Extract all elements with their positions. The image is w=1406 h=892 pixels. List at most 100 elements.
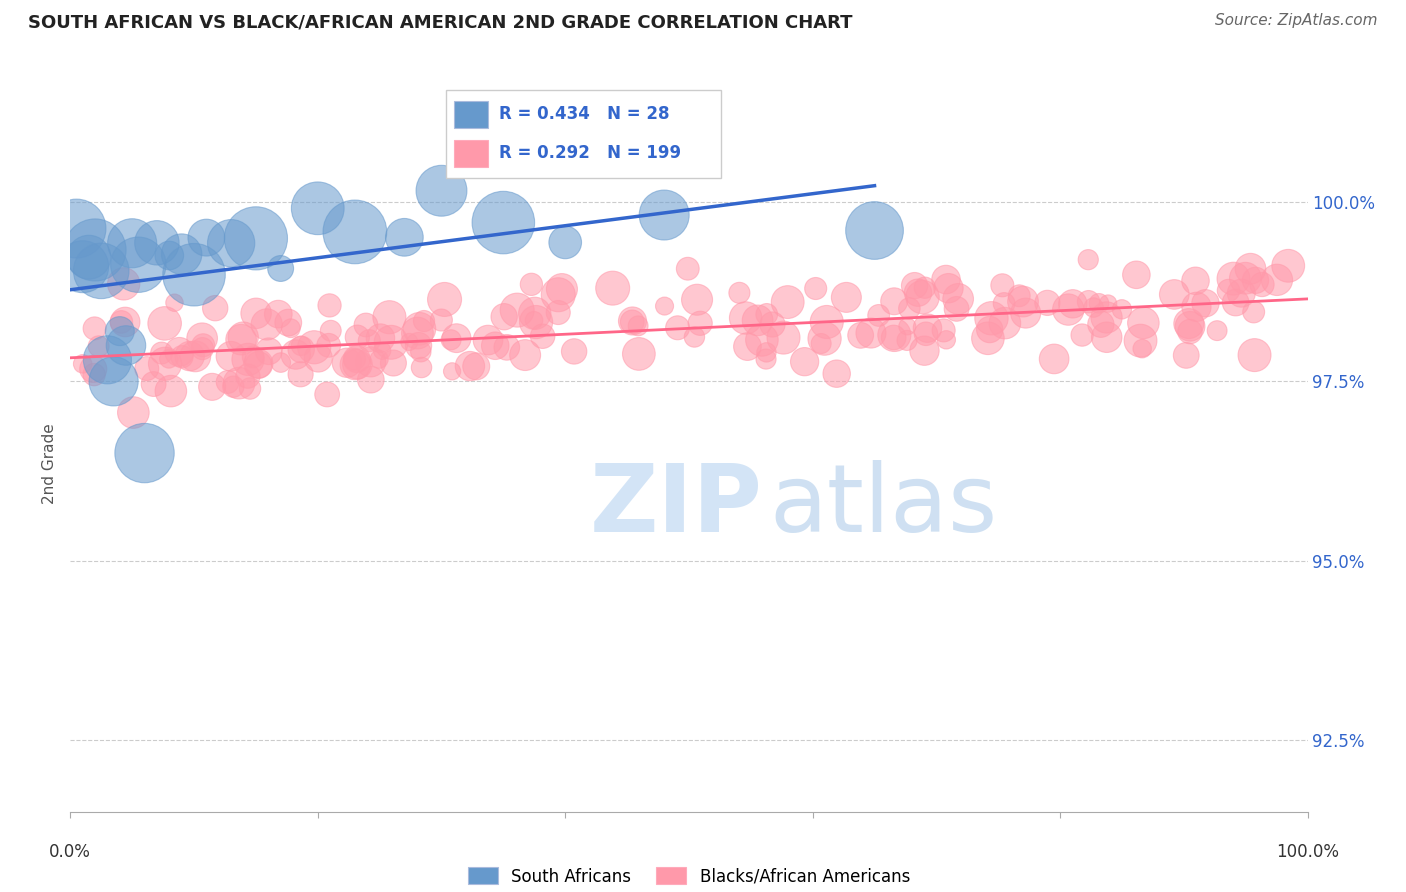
Point	[440, 333, 463, 347]
Point	[72, 260, 94, 274]
Point	[1163, 287, 1185, 301]
Point	[772, 330, 794, 344]
Point	[360, 355, 382, 369]
Point	[523, 306, 546, 320]
Point	[627, 318, 650, 333]
Point	[87, 339, 110, 353]
Point	[280, 321, 302, 335]
Point	[728, 285, 751, 300]
Point	[1088, 296, 1111, 310]
Point	[621, 314, 644, 328]
Point	[232, 330, 254, 344]
Point	[90, 264, 112, 278]
Point	[506, 303, 529, 318]
Point	[204, 301, 226, 315]
Point	[815, 315, 838, 329]
Point	[413, 314, 436, 328]
FancyBboxPatch shape	[454, 140, 488, 167]
Point	[914, 343, 936, 358]
Point	[1206, 324, 1229, 338]
Point	[1222, 271, 1244, 285]
Point	[1062, 297, 1084, 311]
Point	[813, 332, 835, 346]
Point	[270, 355, 292, 369]
Point	[1251, 277, 1274, 292]
Point	[319, 324, 342, 338]
Point	[378, 310, 401, 325]
Point	[183, 268, 205, 282]
Text: Source: ZipAtlas.com: Source: ZipAtlas.com	[1215, 13, 1378, 29]
Point	[465, 359, 488, 374]
Point	[911, 290, 934, 304]
Point	[804, 281, 827, 295]
Point	[683, 330, 706, 344]
Point	[191, 338, 214, 352]
Point	[382, 356, 405, 370]
Point	[359, 334, 381, 348]
Point	[146, 235, 169, 250]
Point	[1008, 289, 1031, 303]
Point	[239, 382, 262, 396]
Point	[793, 354, 815, 368]
Point	[868, 309, 890, 323]
Point	[96, 352, 118, 367]
Point	[915, 326, 938, 341]
Text: R = 0.292   N = 199: R = 0.292 N = 199	[499, 145, 682, 162]
Point	[1218, 284, 1240, 298]
Point	[1132, 316, 1154, 330]
Point	[228, 376, 250, 391]
Point	[977, 331, 1000, 345]
Point	[477, 333, 499, 347]
Point	[82, 362, 104, 376]
Point	[492, 216, 515, 230]
Point	[222, 380, 245, 394]
Point	[883, 330, 905, 344]
Point	[157, 351, 180, 366]
Point	[627, 347, 650, 361]
Point	[110, 315, 132, 329]
Point	[494, 310, 516, 324]
Point	[153, 357, 176, 371]
Point	[247, 357, 270, 371]
Point	[810, 336, 832, 351]
Point	[284, 347, 307, 361]
Point	[761, 318, 783, 332]
Point	[903, 278, 925, 293]
Point	[1043, 351, 1066, 366]
Point	[441, 364, 464, 378]
Point	[1178, 319, 1201, 334]
Point	[520, 277, 543, 292]
Point	[755, 345, 778, 359]
FancyBboxPatch shape	[446, 90, 721, 178]
Point	[1095, 310, 1118, 325]
Point	[1265, 273, 1288, 287]
Point	[169, 345, 191, 359]
Point	[991, 278, 1014, 293]
Point	[1243, 348, 1265, 362]
Point	[1194, 296, 1216, 310]
Point	[1071, 328, 1094, 343]
Point	[1130, 342, 1153, 356]
Point	[398, 334, 420, 349]
Point	[160, 384, 183, 398]
Point	[112, 277, 135, 291]
Point	[184, 349, 207, 363]
Point	[1277, 259, 1299, 273]
Point	[484, 339, 506, 353]
Point	[245, 306, 267, 320]
Point	[121, 236, 143, 251]
Point	[302, 340, 325, 354]
Point	[686, 293, 709, 307]
Point	[371, 343, 394, 358]
Point	[993, 296, 1015, 310]
Point	[245, 231, 267, 245]
Point	[318, 298, 340, 312]
Point	[150, 346, 173, 360]
Point	[946, 292, 969, 306]
Point	[1097, 296, 1119, 310]
Point	[179, 349, 201, 363]
FancyBboxPatch shape	[454, 101, 488, 128]
Text: atlas: atlas	[769, 459, 998, 551]
Point	[1083, 301, 1105, 315]
Point	[316, 387, 339, 401]
